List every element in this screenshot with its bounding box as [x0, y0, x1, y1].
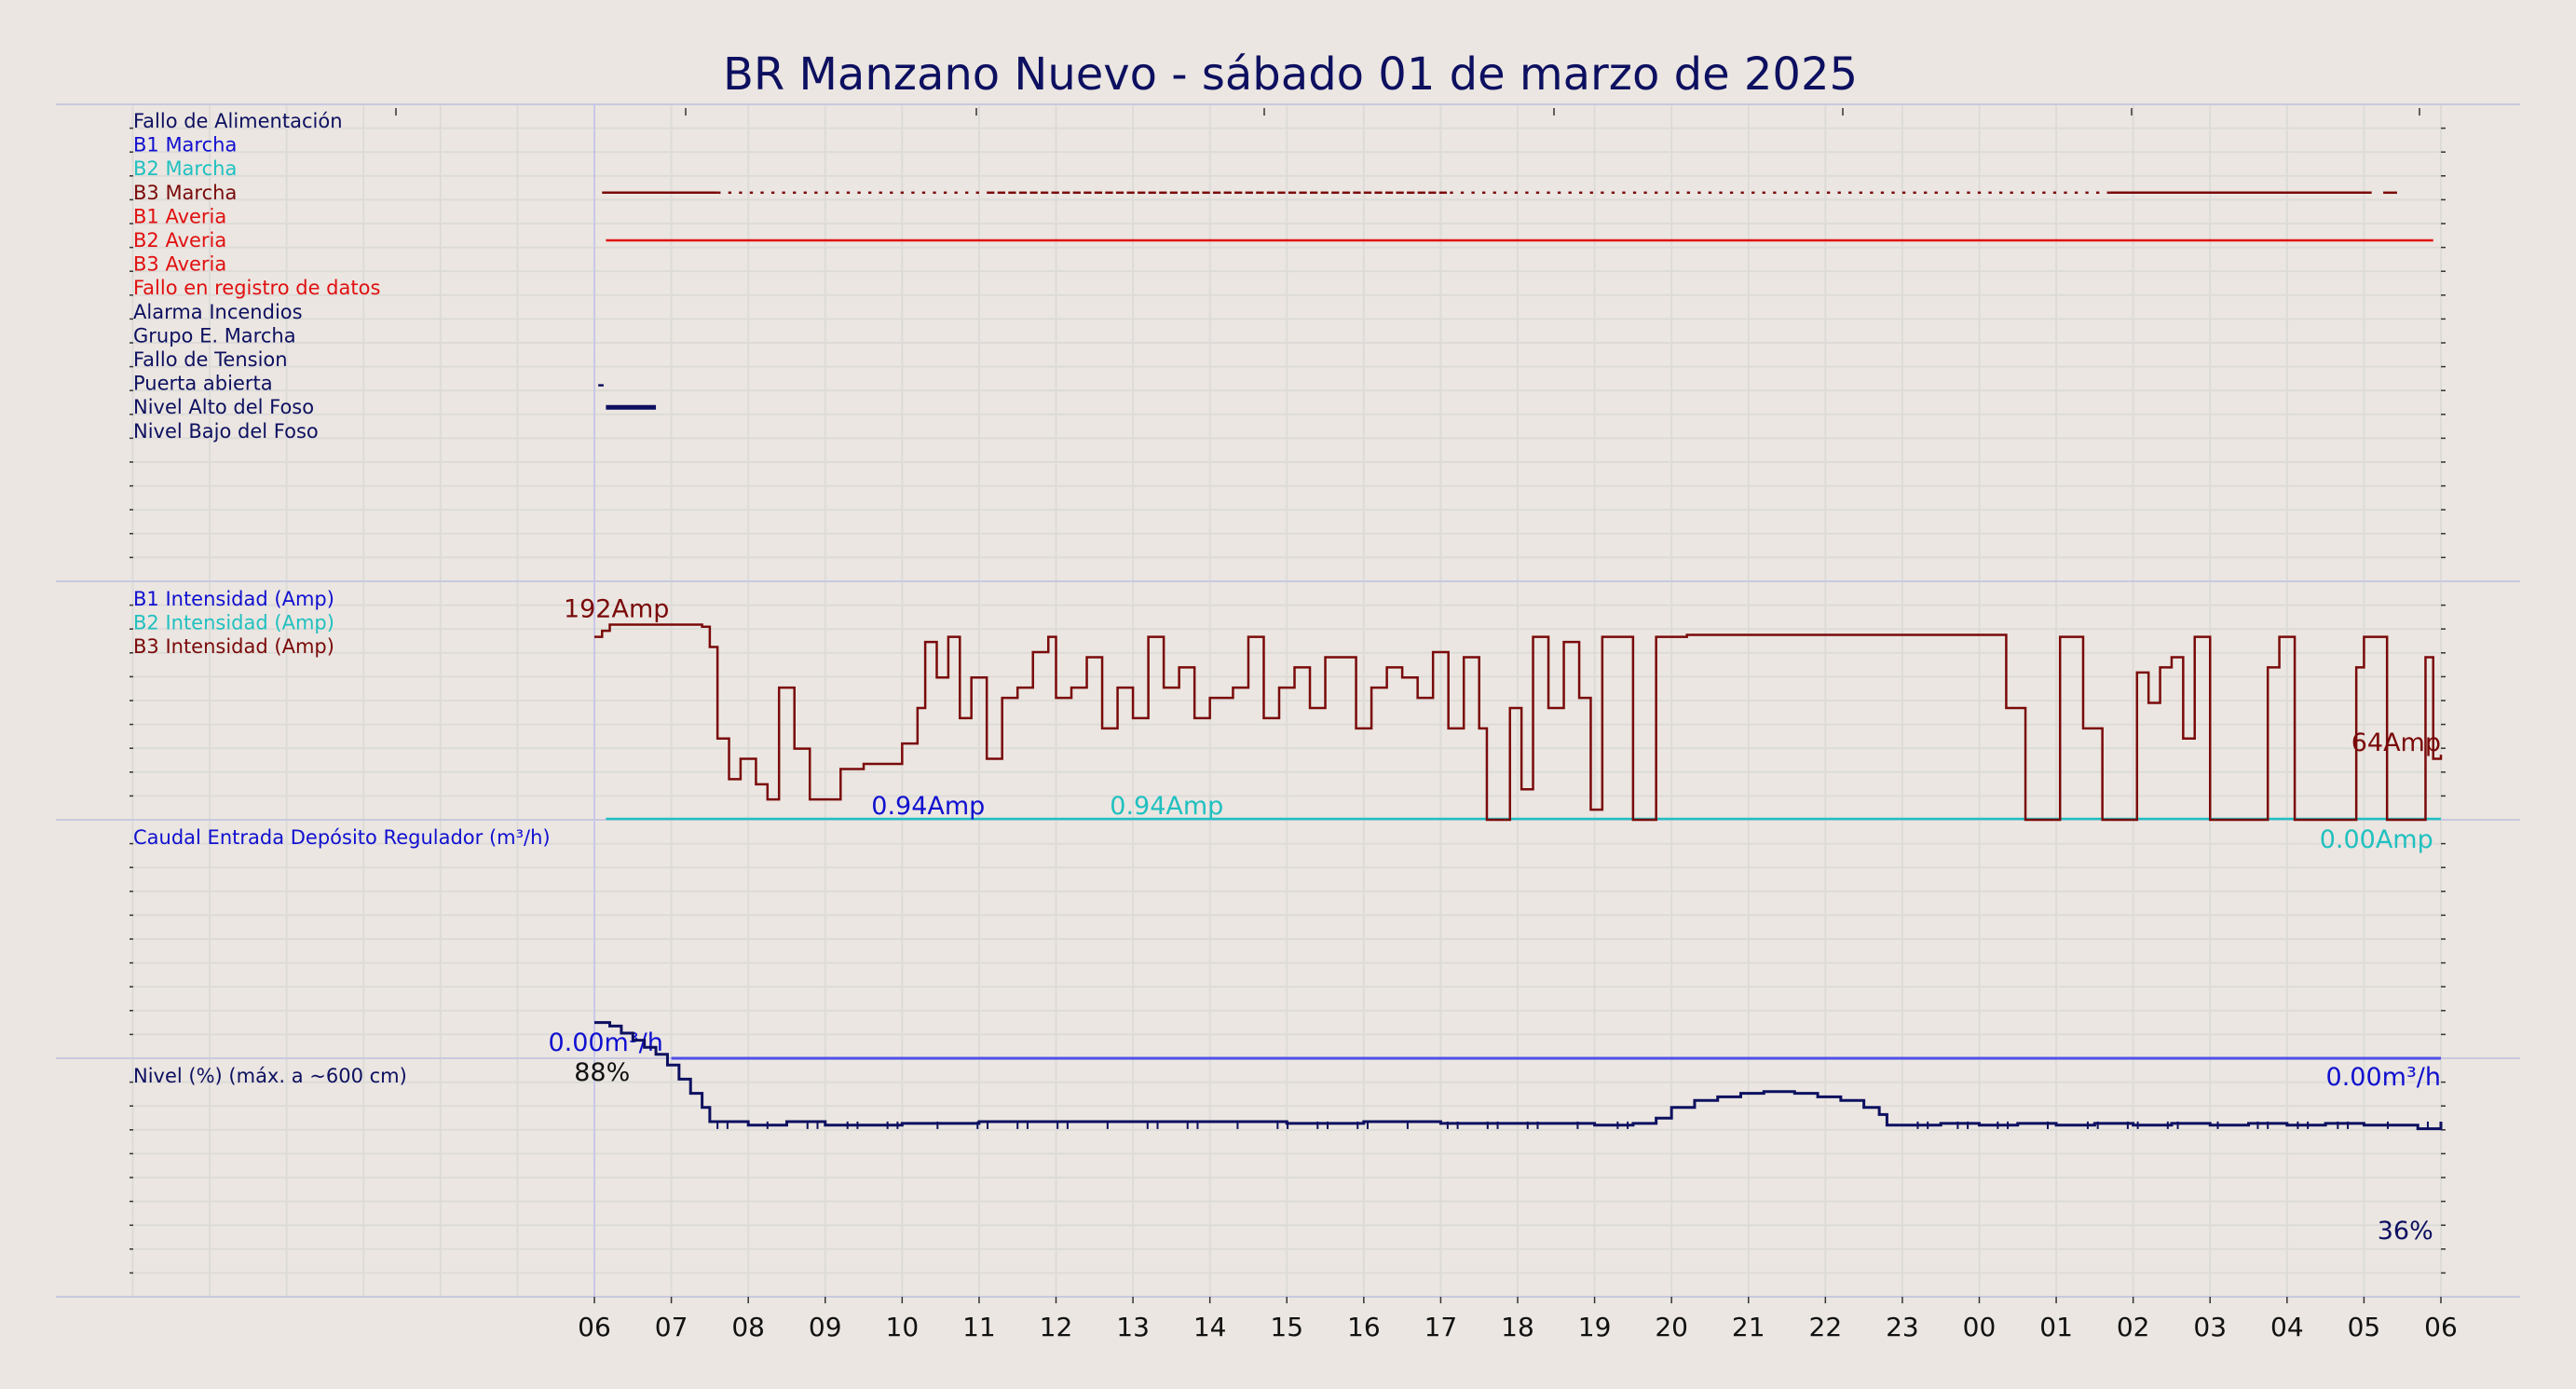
x-tick-label: 11: [962, 1312, 996, 1342]
x-tick-label: 10: [886, 1312, 920, 1342]
caudal-series-label: Caudal Entrada Depósito Regulador (m³/h): [133, 826, 551, 849]
x-tick-label: 04: [2270, 1312, 2304, 1342]
x-tick-label: 03: [2193, 1312, 2227, 1342]
x-tick-label: 15: [1270, 1312, 1303, 1342]
x-tick-label: 06: [578, 1312, 611, 1342]
b3-max-label: 192Amp: [564, 595, 669, 624]
caudal-last-label: 0.00m³/h: [2326, 1063, 2441, 1092]
b2-value-label: 0.94Amp: [1110, 792, 1223, 821]
panel-2: [56, 580, 2520, 821]
state-label: Nivel Alto del Foso: [133, 396, 314, 418]
x-tick-label: 19: [1578, 1312, 1612, 1342]
x-axis: 06 07 08 09 10 11 12 13 14 15 16 17 18 19 20 21 22 23 00 01…: [578, 1297, 2458, 1342]
x-tick-label: 05: [2348, 1312, 2381, 1342]
b3-current-line: [594, 623, 2443, 822]
state-label: Fallo de Alimentación: [133, 110, 343, 132]
x-tick-label: 02: [2117, 1312, 2150, 1342]
current-series-label: B1 Intensidad (Amp): [133, 588, 334, 610]
x-tick-label: 20: [1655, 1312, 1688, 1342]
nivel-line: [594, 1021, 2443, 1131]
state-label: Grupo E. Marcha: [133, 324, 296, 347]
x-tick-label: 06: [2424, 1312, 2458, 1342]
x-tick-label: 08: [731, 1312, 765, 1342]
x-tick-label: 16: [1347, 1312, 1381, 1342]
state-label: Alarma Incendios: [133, 301, 303, 323]
b2-last-label: 0.00Amp: [2320, 825, 2433, 854]
x-tick-label: 18: [1501, 1312, 1534, 1342]
nivel-series-label: Nivel (%) (máx. a ~600 cm): [133, 1065, 407, 1087]
state-label: B1 Averia: [133, 205, 226, 227]
state-label: Fallo en registro de datos: [133, 277, 380, 299]
x-tick-label: 21: [1732, 1312, 1765, 1342]
chart-title: BR Manzano Nuevo - sábado 01 de marzo de…: [723, 48, 1858, 101]
x-tick-label: 07: [655, 1312, 688, 1342]
state-label: B2 Marcha: [133, 157, 237, 180]
x-tick-label: 14: [1193, 1312, 1227, 1342]
x-tick-label: 23: [1886, 1312, 1919, 1342]
x-tick-label: 17: [1424, 1312, 1458, 1342]
state-label: B3 Marcha: [133, 182, 237, 204]
b3-last-label: 64Amp: [2351, 729, 2441, 757]
state-label: Puerta abierta: [133, 373, 273, 395]
b1-value-label: 0.94Amp: [871, 792, 985, 821]
x-tick-label: 13: [1116, 1312, 1150, 1342]
nivel-first-label: 88%: [574, 1058, 630, 1087]
state-label: B2 Averia: [133, 229, 226, 252]
state-label: Fallo de Tension: [133, 348, 288, 371]
caudal-first-label: 0.00m³/h: [548, 1028, 662, 1057]
x-tick-label: 22: [1809, 1312, 1843, 1342]
state-label: B1 Marcha: [133, 134, 237, 157]
x-tick-label: 00: [1963, 1312, 1997, 1342]
current-series-label: B3 Intensidad (Amp): [133, 635, 334, 658]
panel-1: [56, 103, 2520, 582]
current-series-label: B2 Intensidad (Amp): [133, 612, 334, 634]
x-tick-label: 09: [809, 1312, 842, 1342]
x-tick-label: 12: [1040, 1312, 1073, 1342]
state-label: B3 Averia: [133, 253, 226, 276]
x-tick-label: 01: [2039, 1312, 2073, 1342]
nivel-last-label: 36%: [2378, 1217, 2433, 1246]
state-label: Nivel Bajo del Foso: [133, 420, 319, 443]
